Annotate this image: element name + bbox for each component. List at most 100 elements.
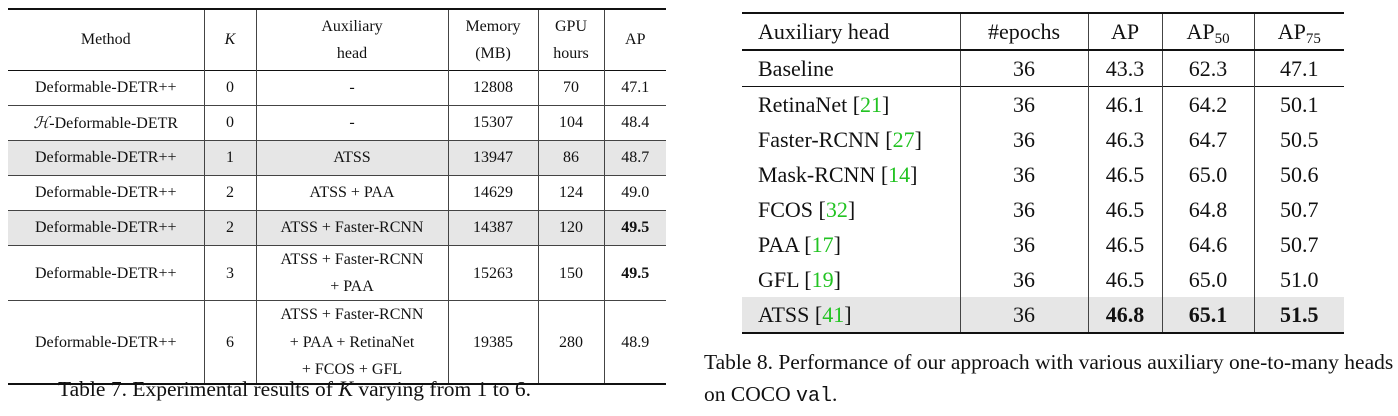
caption-7-var: K [338, 376, 353, 401]
cell-ap50: 64.6 [1161, 227, 1254, 262]
reference-link[interactable]: 14 [888, 161, 911, 187]
method-name: -Deformable-DETR [49, 114, 179, 132]
table-7-caption: Table 7. Experimental results of K varyi… [58, 376, 531, 402]
reference-link[interactable]: 21 [860, 91, 883, 117]
table-row: Faster-RCNN [27] 36 46.3 64.7 50.5 [742, 122, 1344, 157]
cell-gpu-hours: 150 [537, 245, 604, 301]
cell-aux: - [255, 70, 448, 106]
header-memory: Memory (MB) [447, 9, 538, 71]
cell-ap: 47.1 [603, 70, 666, 106]
cell-epochs: 36 [959, 297, 1088, 333]
cell-aux: - [255, 105, 448, 141]
cell-gpu-hours: 124 [537, 175, 604, 211]
table-row: FCOS [32] 36 46.5 64.8 50.7 [742, 192, 1344, 227]
caption-8-end: . [832, 382, 838, 406]
cell-ap50: 64.7 [1161, 122, 1254, 157]
cell-ap50: 64.8 [1161, 192, 1254, 227]
cell-gpu-hours: 86 [537, 140, 604, 176]
caption-8-code: val [795, 385, 832, 408]
cell-ap: 46.5 [1087, 227, 1162, 262]
caption-7-suffix: varying from 1 to 6. [353, 377, 531, 401]
cell-method: Deformable-DETR++ [34, 184, 177, 202]
ap50-base: AP [1186, 18, 1215, 44]
table-row: ℋ-Deformable-DETR 0 - 15307 104 48.4 [8, 105, 666, 141]
cell-ap75: 50.7 [1253, 227, 1344, 262]
head-name: RetinaNet [758, 91, 848, 117]
header-aux-line2: head [336, 45, 368, 62]
cell-head: Faster-RCNN [27] [758, 126, 922, 152]
header-ap50: AP50 [1161, 13, 1254, 50]
cell-ap: 46.5 [1087, 157, 1162, 192]
cell-head: Mask-RCNN [14] [758, 161, 918, 187]
table-row: Deformable-DETR++ 6 ATSS + Faster-RCNN +… [8, 300, 666, 384]
header-auxiliary-head: Auxiliary head [255, 9, 448, 71]
table-row: GFL [19] 36 46.5 65.0 51.0 [742, 262, 1344, 297]
cell-ap75: 47.1 [1253, 50, 1344, 87]
cell-gpu-hours: 120 [537, 210, 604, 246]
cell-aux: ATSS + Faster-RCNN + PAA + RetinaNet + F… [255, 300, 448, 384]
header-mem-line1: Memory [465, 17, 521, 35]
cell-k: 3 [203, 245, 256, 301]
method-prefix-symbol: ℋ [33, 112, 50, 132]
cell-memory: 14387 [447, 210, 538, 246]
cell-epochs: 36 [959, 50, 1088, 87]
cell-epochs: 36 [959, 262, 1088, 297]
table-7-grid: Method K Auxiliary head Memory (MB) GPU … [8, 8, 666, 385]
header-gpu-line1: GPU [554, 17, 587, 35]
cell-ap75: 50.7 [1253, 192, 1344, 227]
cell-method: Deformable-DETR++ [8, 140, 204, 176]
cell-head: PAA [17] [758, 231, 841, 257]
table-8-header-row: Auxiliary head #epochs AP AP50 AP75 [742, 13, 1344, 50]
cell-ap50: 65.1 [1161, 297, 1254, 333]
head-name: FCOS [758, 196, 814, 222]
cell-head: ATSS [41] [742, 297, 960, 333]
table-8-grid: Auxiliary head #epochs AP AP50 AP75 Base… [742, 12, 1344, 334]
cell-head: RetinaNet [21] [758, 91, 890, 117]
cell-gpu-hours: 70 [537, 70, 604, 106]
cell-epochs: 36 [959, 157, 1088, 192]
header-gpu-hours: GPU hours [537, 9, 604, 71]
table-7-header-row: Method K Auxiliary head Memory (MB) GPU … [8, 9, 666, 71]
cell-ap: 46.5 [1087, 192, 1162, 227]
reference-link[interactable]: 27 [892, 126, 915, 152]
header-epochs: #epochs [959, 13, 1088, 50]
cell-epochs: 36 [959, 86, 1088, 122]
reference-link[interactable]: 41 [822, 301, 845, 327]
header-ap: AP [1087, 13, 1162, 50]
table-row: Deformable-DETR++ 1 ATSS 13947 86 48.7 [8, 140, 666, 176]
aux-line: + FCOS + GFL [301, 360, 403, 378]
cell-ap: 49.0 [603, 175, 666, 211]
header-gpu-line2: hours [553, 45, 589, 62]
cell-k: 0 [203, 105, 256, 141]
head-name: Mask-RCNN [758, 161, 876, 187]
cell-memory: 12808 [447, 70, 538, 106]
cell-head: Baseline [758, 55, 834, 81]
cell-method: Deformable-DETR++ [34, 79, 177, 97]
reference-link[interactable]: 17 [811, 231, 834, 257]
cell-k: 2 [203, 210, 256, 246]
header-k: K [203, 9, 256, 71]
reference-link[interactable]: 32 [825, 196, 848, 222]
cell-ap50: 65.0 [1161, 157, 1254, 192]
cell-ap: 48.9 [603, 300, 666, 384]
table-8: Auxiliary head #epochs AP AP50 AP75 Base… [742, 12, 1344, 334]
cell-ap50: 62.3 [1161, 50, 1254, 87]
cell-memory: 14629 [447, 175, 538, 211]
head-name: ATSS [758, 301, 810, 327]
aux-line: + PAA [330, 278, 374, 296]
reference-link[interactable]: 19 [811, 266, 834, 292]
cell-ap75: 51.5 [1253, 297, 1344, 333]
cell-ap75: 50.5 [1253, 122, 1344, 157]
cell-ap50: 64.2 [1161, 86, 1254, 122]
head-name: GFL [758, 266, 799, 292]
header-ap: AP [603, 9, 666, 71]
table-row: Mask-RCNN [14] 36 46.5 65.0 50.6 [742, 157, 1344, 192]
cell-k: 2 [203, 175, 256, 211]
table-7: Method K Auxiliary head Memory (MB) GPU … [8, 8, 666, 385]
cell-gpu-hours: 280 [537, 300, 604, 384]
cell-memory: 15263 [447, 245, 538, 301]
cell-head: GFL [19] [758, 266, 841, 292]
cell-method: Deformable-DETR++ [34, 333, 177, 351]
head-name: PAA [758, 231, 799, 257]
table-row: ATSS [41] 36 46.8 65.1 51.5 [742, 297, 1344, 333]
